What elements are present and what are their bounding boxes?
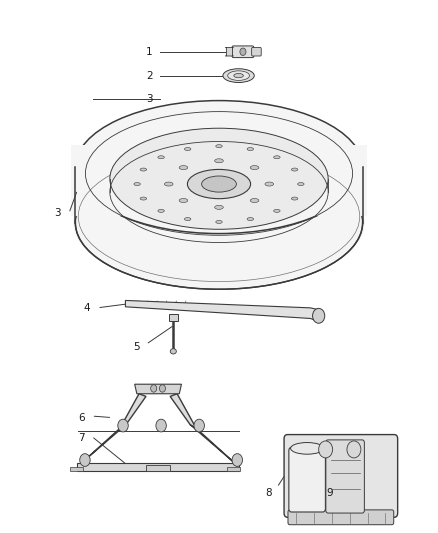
Circle shape xyxy=(232,454,243,466)
Ellipse shape xyxy=(184,217,191,221)
Circle shape xyxy=(80,454,90,466)
Ellipse shape xyxy=(250,166,259,169)
Text: 3: 3 xyxy=(146,94,153,104)
Bar xyxy=(146,465,170,471)
Ellipse shape xyxy=(215,205,223,209)
Polygon shape xyxy=(125,301,320,322)
FancyBboxPatch shape xyxy=(326,440,364,513)
Ellipse shape xyxy=(187,169,251,199)
Ellipse shape xyxy=(158,209,164,212)
Circle shape xyxy=(194,419,205,432)
Ellipse shape xyxy=(234,74,244,78)
Polygon shape xyxy=(170,394,196,428)
Polygon shape xyxy=(120,394,146,428)
Circle shape xyxy=(319,441,332,458)
Ellipse shape xyxy=(274,156,280,159)
Ellipse shape xyxy=(179,166,188,169)
Polygon shape xyxy=(190,424,234,463)
FancyBboxPatch shape xyxy=(284,434,398,518)
Ellipse shape xyxy=(274,209,280,212)
Ellipse shape xyxy=(313,309,325,323)
Ellipse shape xyxy=(250,198,259,203)
Ellipse shape xyxy=(170,349,177,354)
Ellipse shape xyxy=(247,148,254,150)
Ellipse shape xyxy=(179,198,188,203)
Ellipse shape xyxy=(75,101,363,233)
Circle shape xyxy=(118,419,128,432)
Ellipse shape xyxy=(298,183,304,185)
Polygon shape xyxy=(82,424,126,463)
Text: 8: 8 xyxy=(266,488,272,498)
Ellipse shape xyxy=(247,217,254,221)
Ellipse shape xyxy=(134,183,140,185)
Circle shape xyxy=(156,419,166,432)
Text: 1: 1 xyxy=(146,47,153,56)
Polygon shape xyxy=(77,463,240,471)
Ellipse shape xyxy=(110,128,328,229)
Bar xyxy=(227,467,240,471)
Polygon shape xyxy=(134,384,181,394)
Ellipse shape xyxy=(73,156,365,289)
Text: 7: 7 xyxy=(78,433,85,443)
Ellipse shape xyxy=(216,221,222,223)
Bar xyxy=(70,467,83,471)
Text: 2: 2 xyxy=(146,70,153,80)
Ellipse shape xyxy=(216,144,222,148)
Ellipse shape xyxy=(223,69,254,83)
FancyBboxPatch shape xyxy=(252,47,261,56)
Text: 6: 6 xyxy=(78,413,85,423)
Ellipse shape xyxy=(140,197,147,200)
Ellipse shape xyxy=(215,159,223,163)
Circle shape xyxy=(151,385,157,392)
Text: 4: 4 xyxy=(83,303,89,313)
Text: 5: 5 xyxy=(133,342,140,352)
Circle shape xyxy=(159,385,166,392)
FancyBboxPatch shape xyxy=(288,510,394,524)
Ellipse shape xyxy=(140,168,147,171)
FancyBboxPatch shape xyxy=(232,46,254,58)
Ellipse shape xyxy=(291,197,298,200)
Text: 3: 3 xyxy=(55,208,61,219)
Ellipse shape xyxy=(184,148,191,150)
Bar xyxy=(71,144,367,216)
FancyBboxPatch shape xyxy=(289,447,325,512)
Ellipse shape xyxy=(158,156,164,159)
Ellipse shape xyxy=(164,182,173,186)
Ellipse shape xyxy=(291,168,298,171)
Circle shape xyxy=(347,441,361,458)
Ellipse shape xyxy=(265,182,274,186)
FancyBboxPatch shape xyxy=(226,47,233,56)
Ellipse shape xyxy=(201,176,237,192)
Ellipse shape xyxy=(228,71,250,80)
Text: 9: 9 xyxy=(327,488,333,498)
Ellipse shape xyxy=(290,442,324,454)
Bar xyxy=(169,314,178,320)
Circle shape xyxy=(240,48,246,55)
